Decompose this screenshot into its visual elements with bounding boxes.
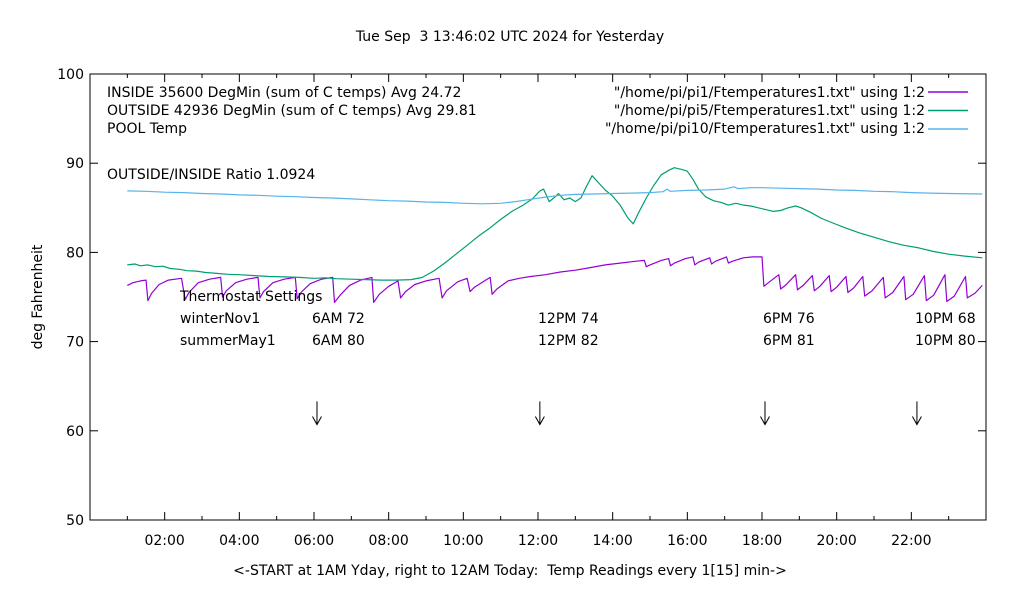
thermostat-setting: 10PM 80 <box>915 333 976 349</box>
x-tick-label: 02:00 <box>144 533 184 549</box>
thermostat-setting: 12PM 74 <box>538 311 599 327</box>
y-tick-label: 50 <box>66 513 84 529</box>
down-arrow-marker <box>760 401 770 426</box>
chart-title: Tue Sep 3 13:46:02 UTC 2024 for Yesterda… <box>355 29 665 45</box>
thermostat-setting: 6PM 76 <box>763 311 815 327</box>
series-line-inside <box>127 256 983 303</box>
series-line-outside <box>127 167 983 281</box>
thermostat-heading: Thermostat Settings <box>180 289 323 305</box>
x-tick-label: 08:00 <box>368 533 408 549</box>
y-tick-label: 90 <box>66 156 84 172</box>
thermostat-setting: 6AM 72 <box>312 311 365 327</box>
x-tick-label: 14:00 <box>592 533 632 549</box>
thermostat-setting: 6PM 81 <box>763 333 815 349</box>
down-arrow-marker <box>911 401 922 426</box>
y-tick-label: 100 <box>57 67 84 83</box>
y-axis-label: deg Fahrenheit <box>30 244 46 350</box>
thermostat-row-name: winterNov1 <box>180 311 261 327</box>
legend-file-pool: "/home/pi/pi10/Ftemperatures1.txt" using… <box>604 121 925 137</box>
x-tick-label: 20:00 <box>816 533 856 549</box>
x-tick-label: 16:00 <box>667 533 707 549</box>
thermostat-setting: 10PM 68 <box>915 311 976 327</box>
x-tick-label: 04:00 <box>219 533 259 549</box>
outside-inside-ratio-label: OUTSIDE/INSIDE Ratio 1.0924 <box>107 167 316 183</box>
thermostat-row-name: summerMay1 <box>180 333 276 349</box>
y-tick-label: 80 <box>66 245 84 261</box>
y-tick-label: 60 <box>66 424 84 440</box>
x-axis-label: <-START at 1AM Yday, right to 12AM Today… <box>233 563 787 579</box>
legend-file-inside: "/home/pi/pi1/Ftemperatures1.txt" using … <box>613 85 925 101</box>
down-arrow-marker <box>534 401 545 426</box>
thermostat-setting: 12PM 82 <box>538 333 599 349</box>
x-tick-label: 06:00 <box>294 533 334 549</box>
thermostat-setting: 6AM 80 <box>312 333 365 349</box>
x-tick-label: 12:00 <box>518 533 558 549</box>
down-arrow-marker <box>312 401 322 426</box>
x-tick-label: 10:00 <box>443 533 483 549</box>
legend-label-inside: INSIDE 35600 DegMin (sum of C temps) Avg… <box>107 85 462 101</box>
legend-label-outside: OUTSIDE 42936 DegMin (sum of C temps) Av… <box>107 103 477 119</box>
x-tick-label: 18:00 <box>742 533 782 549</box>
x-tick-label: 22:00 <box>891 533 931 549</box>
series-line-pool <box>127 186 983 205</box>
legend-file-outside: "/home/pi/pi5/Ftemperatures1.txt" using … <box>613 103 925 119</box>
y-tick-label: 70 <box>66 335 84 351</box>
legend-label-pool: POOL Temp <box>107 121 188 137</box>
